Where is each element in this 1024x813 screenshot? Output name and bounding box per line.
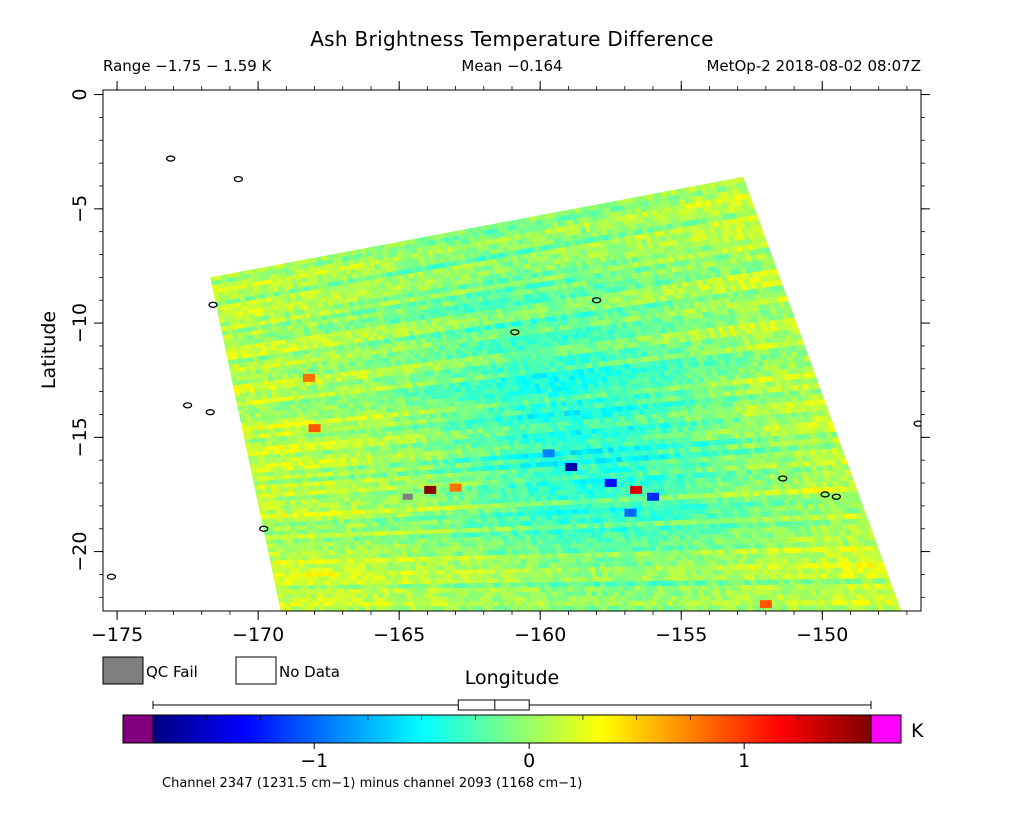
subtitle-range: Range −1.75 − 1.59 K bbox=[103, 57, 273, 75]
chart-title: Ash Brightness Temperature Difference bbox=[310, 27, 714, 51]
subtitle-mean: Mean −0.164 bbox=[461, 57, 562, 75]
data-swath bbox=[210, 176, 902, 611]
subtitle-source: MetOp-2 2018-08-02 08:07Z bbox=[706, 57, 921, 75]
plot-area: −175 −170 −165 −160 −155 −150 0−5−10−15−20 bbox=[69, 81, 930, 646]
